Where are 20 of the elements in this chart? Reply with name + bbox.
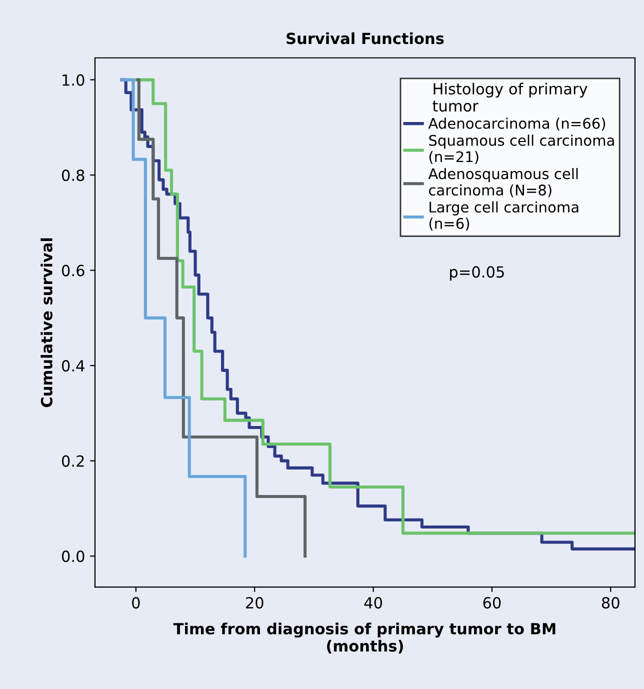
legend-label: Adenocarcinoma (n=66) (428, 118, 606, 131)
x-tick-label: 20 (246, 597, 264, 609)
chart-title: Survival Functions (286, 32, 444, 44)
x-axis-title: Time from diagnosis of primary tumor to BM (months) (173, 622, 556, 654)
x-tick-label: 80 (602, 597, 620, 609)
legend-label: Adenosquamous cell carcinoma (N=8) (428, 168, 578, 198)
y-tick-label: 1.0 (62, 74, 84, 86)
x-tick-label: 40 (364, 597, 382, 609)
legend-title: Histology of primary tumor (432, 82, 588, 112)
x-tick-label: 60 (483, 597, 501, 609)
legend-label: Squamous cell carcinoma (n=21) (429, 134, 614, 164)
y-tick-label: 0.0 (62, 550, 84, 562)
x-tick-label: 0 (132, 597, 140, 609)
legend-label: Large cell carcinoma (n=6) (429, 201, 578, 231)
y-tick-label: 0.2 (62, 455, 84, 467)
y-tick-label: 0.8 (62, 170, 84, 182)
y-axis-title: Cumulative survival (40, 238, 52, 408)
annotation: p=0.05 (450, 266, 504, 281)
y-tick-label: 0.6 (62, 264, 84, 276)
y-tick-label: 0.4 (62, 360, 84, 372)
